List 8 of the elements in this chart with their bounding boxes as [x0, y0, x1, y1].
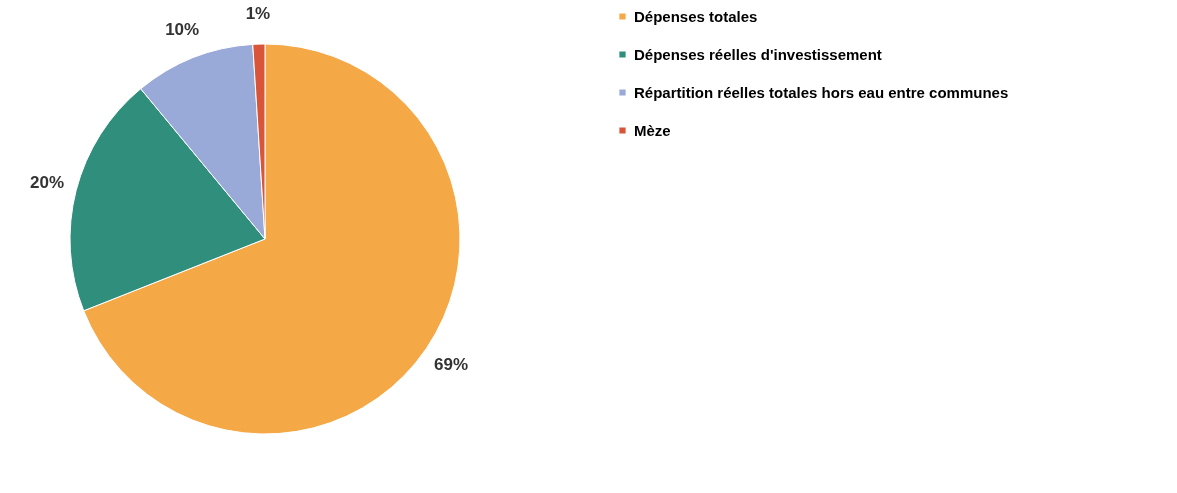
data-label: 10% [165, 19, 200, 39]
data-label: 1% [245, 4, 271, 24]
legend-label: Dépenses totales [634, 7, 758, 25]
data-label: 20% [30, 173, 65, 193]
legend-label: Mèze [634, 121, 671, 139]
data-label: 69% [434, 355, 469, 375]
legend-label: Répartition réelles totales hors eau entre communes [634, 83, 1009, 101]
legend-label: Dépenses réelles d'investissement [634, 45, 882, 63]
